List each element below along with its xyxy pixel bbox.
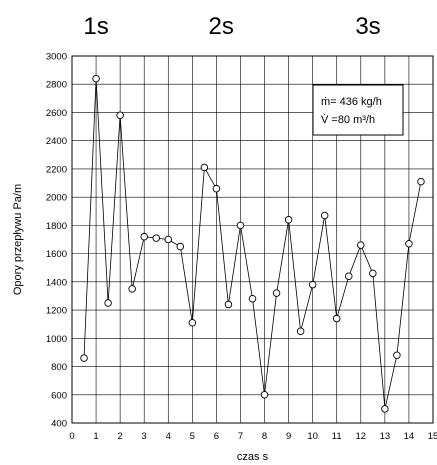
data-point xyxy=(80,354,88,362)
y-tick-label: 1000 xyxy=(46,334,67,345)
data-point xyxy=(104,299,112,307)
data-point xyxy=(357,241,365,249)
data-point xyxy=(284,215,293,224)
x-tick-label: 8 xyxy=(262,431,267,442)
section-label: 1s xyxy=(83,13,108,40)
section-label: 3s xyxy=(355,13,380,40)
data-point xyxy=(152,234,160,242)
y-tick-label: 1600 xyxy=(46,249,67,260)
data-point xyxy=(92,74,100,83)
y-tick-label: 3000 xyxy=(46,52,67,63)
data-point xyxy=(393,351,401,359)
data-point xyxy=(188,319,197,327)
data-point xyxy=(224,300,233,309)
x-tick-label: 14 xyxy=(404,431,415,442)
data-point xyxy=(260,391,269,399)
x-tick-label: 13 xyxy=(380,431,391,442)
y-tick-label: 1800 xyxy=(46,221,67,232)
x-tick-label: 0 xyxy=(69,431,74,442)
y-tick-label: 1200 xyxy=(46,306,67,317)
x-tick-label: 6 xyxy=(214,431,219,442)
data-point xyxy=(176,242,185,251)
x-tick-label: 3 xyxy=(142,431,147,442)
y-tick-labels: 400 600 800 1000 1200 1400 1600 1800 2000 2200 240… xyxy=(46,52,67,430)
y-tick-label: 2000 xyxy=(46,193,67,204)
legend-box xyxy=(312,84,404,136)
y-tick-label: 800 xyxy=(51,362,67,373)
x-tick-label: 12 xyxy=(356,431,367,442)
legend: ṁ= 436 kg/h V̇ =80 m³/h xyxy=(312,84,404,136)
x-tick-label: 2 xyxy=(117,431,122,442)
data-point xyxy=(140,232,148,241)
data-point xyxy=(308,280,317,289)
x-tick-label: 7 xyxy=(238,431,243,442)
legend-line-mass-flow: ṁ= 436 kg/h xyxy=(321,96,382,108)
data-markers xyxy=(80,74,425,413)
x-tick-label: 1 xyxy=(93,431,98,442)
data-point xyxy=(116,111,124,120)
data-point xyxy=(417,177,425,186)
y-axis-title: Opory przepływu Pa/m xyxy=(12,184,24,295)
data-point xyxy=(381,405,389,413)
y-tick-label: 400 xyxy=(51,419,67,430)
y-tick-label: 1400 xyxy=(46,277,67,288)
x-tick-label: 15 xyxy=(428,431,437,442)
x-tick-label: 4 xyxy=(166,431,171,442)
data-point xyxy=(345,272,353,280)
x-axis-title: czas s xyxy=(237,451,269,463)
data-point xyxy=(320,211,329,220)
legend-line-volume-flow: V̇ =80 m³/h xyxy=(321,113,375,126)
data-point xyxy=(369,269,377,278)
section-labels: 1s 2s 3s xyxy=(83,13,380,40)
y-tick-label: 2400 xyxy=(46,136,67,147)
x-tick-label: 10 xyxy=(307,431,318,442)
y-tick-label: 2600 xyxy=(46,108,67,119)
data-point xyxy=(248,295,257,303)
data-point xyxy=(128,285,136,293)
data-point xyxy=(405,239,413,248)
data-point xyxy=(272,289,281,297)
data-point xyxy=(164,235,173,244)
x-tick-label: 11 xyxy=(332,431,342,442)
section-label: 2s xyxy=(209,13,234,40)
x-tick-label: 5 xyxy=(190,431,195,442)
y-tick-label: 2800 xyxy=(46,80,67,91)
plot-frame xyxy=(71,55,434,424)
data-point xyxy=(200,163,209,172)
data-point xyxy=(212,184,221,193)
x-tick-label: 9 xyxy=(286,431,291,442)
data-point xyxy=(296,327,305,336)
data-point xyxy=(236,221,245,230)
data-point xyxy=(332,314,341,323)
y-tick-label: 2200 xyxy=(46,164,67,175)
x-tick-labels: 0 1 2 3 4 5 6 7 8 9 10 11 12 13 14 15 xyxy=(69,431,437,442)
y-tick-label: 600 xyxy=(51,390,67,401)
